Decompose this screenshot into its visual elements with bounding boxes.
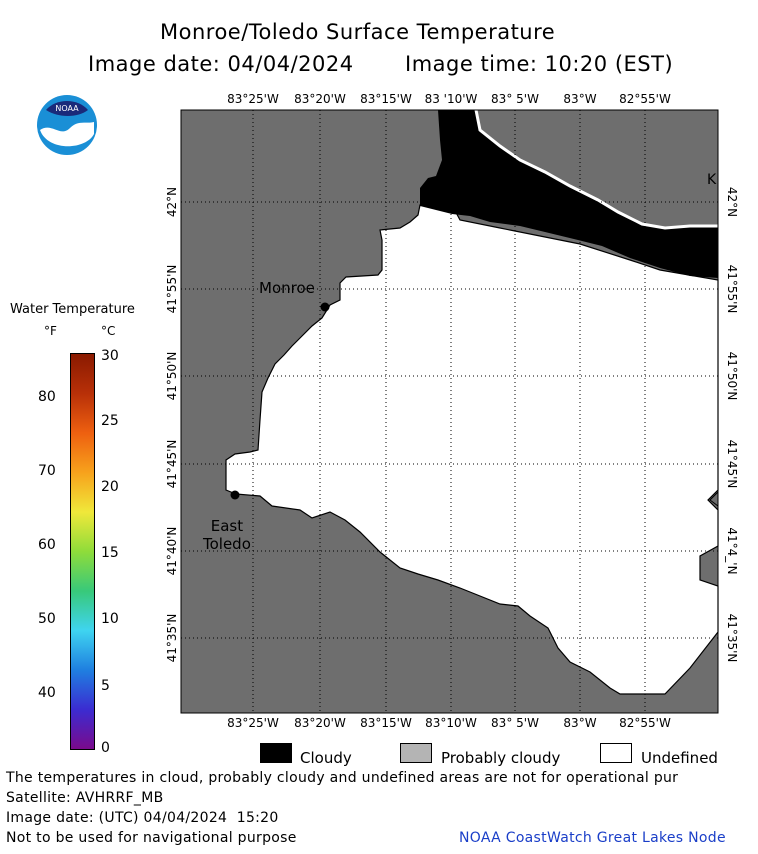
fahrenheit-tick: 40: [38, 685, 56, 701]
noaa-logo: NOAA: [36, 94, 98, 156]
celsius-tick: 0: [101, 740, 110, 756]
longitude-label: 83 '10'W: [424, 92, 478, 106]
longitude-label: 83°15'W: [360, 92, 412, 106]
temperature-map: [160, 92, 758, 728]
fahrenheit-tick: 70: [38, 463, 56, 479]
celsius-tick: 15: [101, 545, 119, 561]
fahrenheit-tick: 50: [38, 611, 56, 627]
edge-label: K: [707, 172, 717, 188]
latitude-label: 41°40'N: [165, 526, 179, 576]
longitude-label: 83°20'W: [294, 716, 346, 730]
longitude-label: 83° 5'W: [491, 716, 539, 730]
celsius-tick: 30: [101, 348, 119, 364]
latitude-label: 41°4_'N: [725, 527, 739, 575]
footer-navigation-warning: Not to be used for navigational purpose: [6, 830, 297, 846]
legend-swatch-undefined: [600, 743, 632, 763]
longitude-label: 83°25'W: [227, 92, 279, 106]
footer-credit: NOAA CoastWatch Great Lakes Node: [459, 830, 726, 846]
footer-satellite: Satellite: AVHRRF_MB: [6, 790, 164, 806]
legend-swatch-probably-cloudy: [400, 743, 432, 763]
longitude-label: 82°55'W: [619, 716, 671, 730]
latitude-label: 41°50'N: [165, 351, 179, 401]
longitude-label: 83°W: [563, 716, 597, 730]
latitude-label: 42°N: [725, 186, 739, 218]
lake-water: [225, 204, 719, 695]
colorbar-title: Water Temperature: [10, 302, 135, 317]
latitude-label: 41°55'N: [725, 264, 739, 314]
colorbar-gradient: [70, 353, 95, 750]
footer-utc-date: Image date: (UTC) 04/04/2024 15:20: [6, 810, 279, 826]
legend-swatch-cloudy: [260, 743, 292, 763]
longitude-label: 83°W: [563, 92, 597, 106]
latitude-label: 41°45'N: [725, 439, 739, 489]
fahrenheit-tick: 60: [38, 537, 56, 553]
east-toledo-marker: [230, 490, 240, 500]
footer-disclaimer: The temperatures in cloud, probably clou…: [6, 770, 679, 786]
page-title: Monroe/Toledo Surface Temperature: [160, 20, 556, 44]
latitude-label: 41°55'N: [165, 264, 179, 314]
longitude-label: 83°15'W: [360, 716, 412, 730]
map-grid: [181, 110, 718, 713]
latitude-label: 41°35'N: [725, 613, 739, 663]
logo-text: NOAA: [55, 104, 79, 113]
celsius-tick: 5: [101, 678, 110, 694]
celsius-tick: 10: [101, 611, 119, 627]
latitude-label: 41°35'N: [165, 613, 179, 663]
celsius-tick: 20: [101, 479, 119, 495]
cloud-area: [420, 110, 718, 278]
latitude-label: 41°45'N: [165, 439, 179, 489]
longitude-label: 83° 5'W: [491, 92, 539, 106]
latitude-label: 41°50'N: [725, 351, 739, 401]
fahrenheit-tick: 80: [38, 389, 56, 405]
city-label-monroe: Monroe: [259, 279, 315, 297]
longitude-label: 82°55'W: [619, 92, 671, 106]
city-label-east-toledo: East Toledo: [203, 517, 251, 553]
unit-fahrenheit: °F: [44, 324, 57, 338]
latitude-label: 42°N: [165, 186, 179, 218]
legend-label-cloudy: Cloudy: [300, 749, 352, 767]
longitude-label: 83°20'W: [294, 92, 346, 106]
image-date: Image date: 04/04/2024: [88, 52, 354, 76]
longitude-label: 83°10'W: [425, 716, 477, 730]
monroe-marker: [320, 302, 330, 312]
unit-celsius: °C: [101, 324, 116, 338]
celsius-tick: 25: [101, 413, 119, 429]
legend-label-probably-cloudy: Probably cloudy: [441, 749, 561, 767]
longitude-label: 83°25'W: [227, 716, 279, 730]
legend-label-undefined: Undefined: [641, 749, 718, 767]
image-time: Image time: 10:20 (EST): [405, 52, 674, 76]
